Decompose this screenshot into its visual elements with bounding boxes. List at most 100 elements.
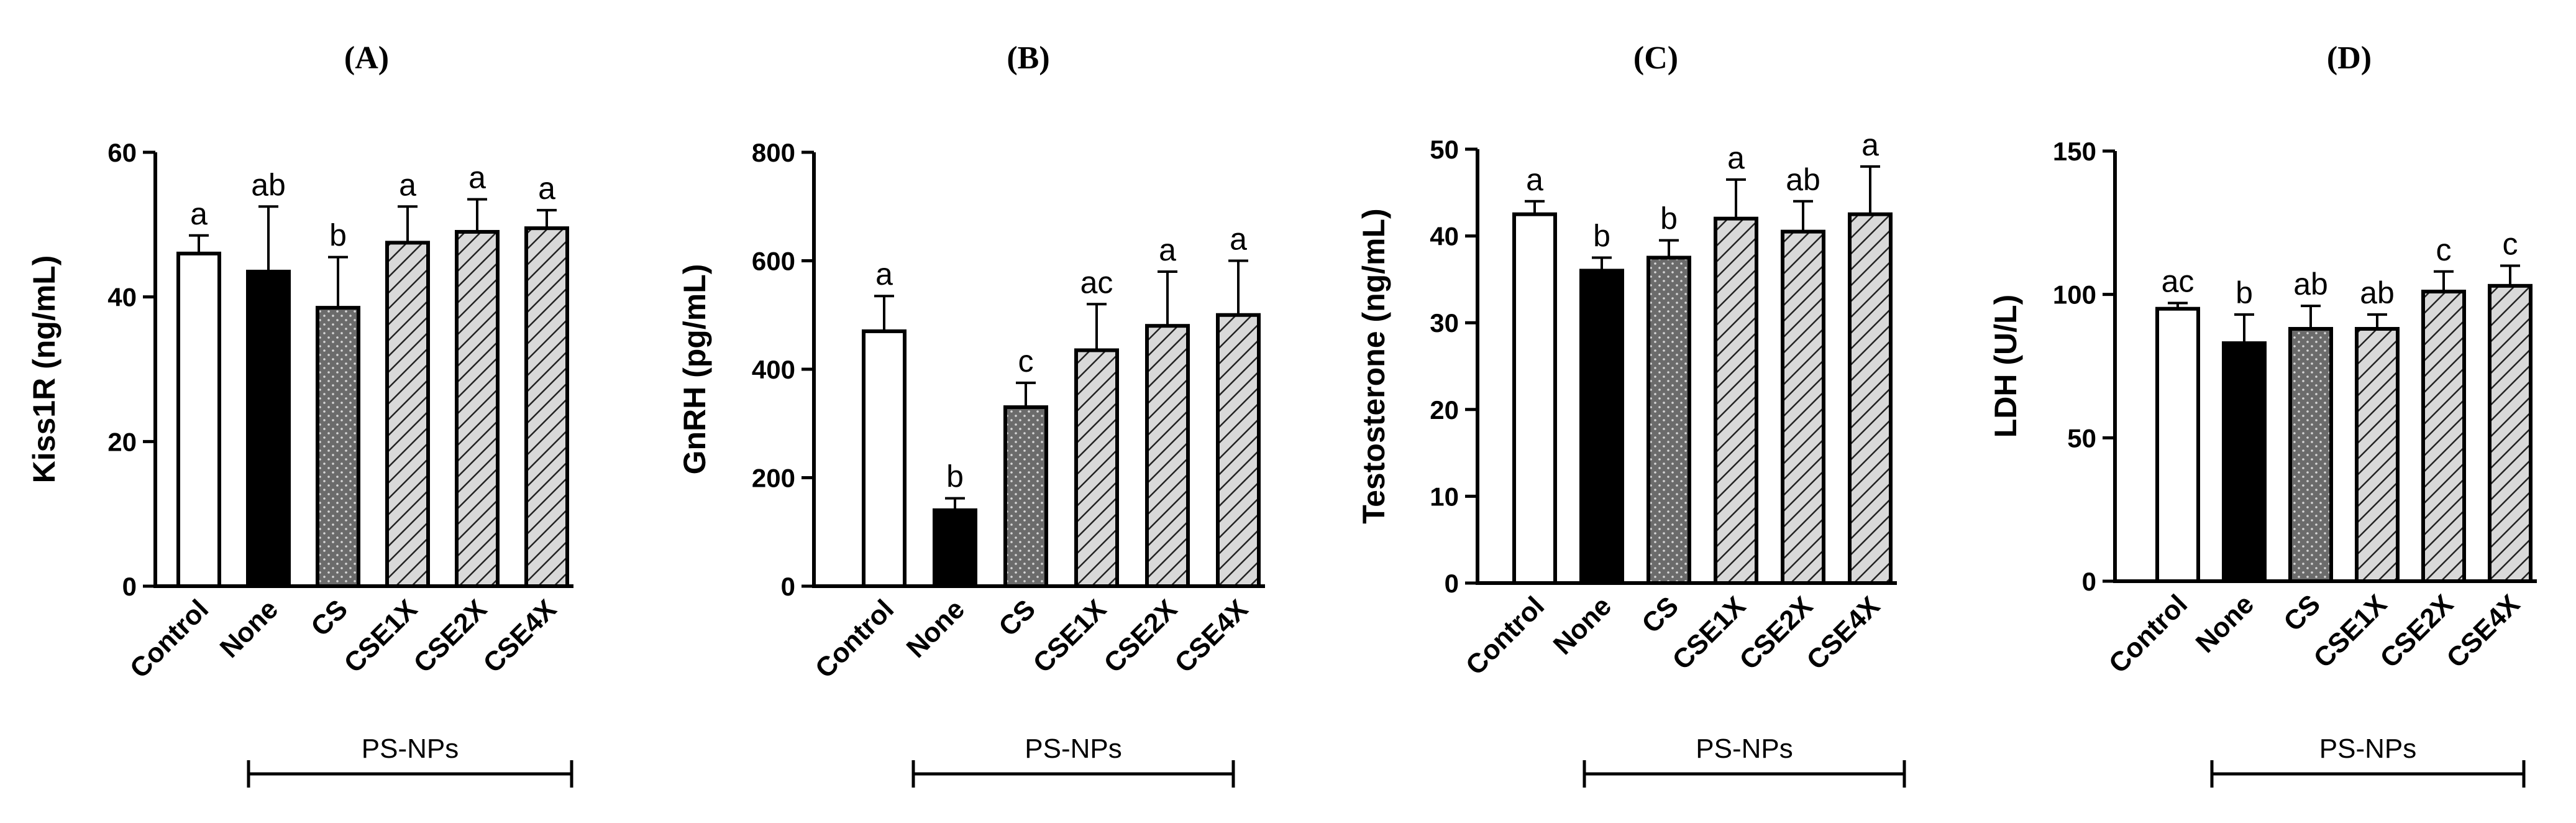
- bar-none: [933, 508, 977, 588]
- significance-label: a: [875, 257, 893, 292]
- y-axis-label: LDH (U/L): [1988, 295, 2023, 438]
- x-tick-label: CSE2X: [1733, 591, 1819, 676]
- significance-label: a: [538, 171, 555, 206]
- bar-cse2x: [1781, 229, 1825, 585]
- bar-cse2x: [1145, 324, 1190, 588]
- y-tick-label: 30: [1430, 308, 1459, 338]
- x-tick-label: CSE1X: [1027, 594, 1112, 679]
- bar-cs: [316, 306, 360, 588]
- y-tick-label: 40: [107, 283, 137, 312]
- significance-label: a: [399, 167, 416, 202]
- significance-label: ab: [1786, 162, 1820, 197]
- y-tick-label: 20: [107, 427, 137, 456]
- y-tick-label: 150: [2053, 137, 2096, 166]
- significance-label: c: [2503, 227, 2518, 262]
- significance-label: ab: [2360, 275, 2395, 310]
- y-tick-label: 0: [781, 572, 795, 601]
- significance-label: b: [329, 218, 347, 253]
- panel-letter: (C): [1633, 40, 1678, 76]
- y-tick-label: 10: [1430, 482, 1459, 511]
- x-tick-label: CSE2X: [1098, 594, 1183, 679]
- y-tick-label: 50: [2067, 423, 2096, 453]
- y-axis-label: Kiss1R (ng/mL): [27, 255, 62, 484]
- y-tick-label: 800: [752, 138, 795, 167]
- significance-label: ab: [251, 167, 286, 202]
- panel-letter: (B): [1007, 40, 1049, 76]
- significance-label: b: [1660, 201, 1678, 236]
- bar-cs: [1003, 405, 1048, 588]
- y-tick-label: 0: [122, 572, 137, 601]
- x-tick-label: Control: [810, 594, 900, 684]
- x-tick-label: CSE4X: [2441, 589, 2526, 674]
- x-tick-label: CSE2X: [2374, 589, 2459, 674]
- y-tick-label: 40: [1430, 222, 1459, 251]
- significance-label: c: [2436, 232, 2452, 267]
- group-bracket-label: PS-NPs: [362, 733, 459, 764]
- bar-none: [1579, 269, 1624, 585]
- chart-panel-3: (C) Testosterone (ng/mL) 0 10 20 30 40 50 a Contr…: [1356, 40, 1906, 788]
- significance-label: b: [1593, 219, 1610, 254]
- chart-panel-1: (A) Kiss1R (ng/mL) 0 20 40 60 a Control ab None b C…: [27, 40, 573, 788]
- x-tick-label: CSE4X: [1169, 594, 1254, 679]
- y-tick-label: 20: [1430, 395, 1459, 425]
- bar-cse1x: [1714, 216, 1758, 585]
- bar-cse2x: [455, 229, 500, 588]
- significance-label: a: [1230, 222, 1247, 257]
- bar-control: [862, 329, 907, 588]
- bar-cs: [2288, 327, 2333, 583]
- y-tick-label: 600: [752, 247, 795, 276]
- y-tick-label: 400: [752, 355, 795, 384]
- bar-cs: [1647, 255, 1691, 585]
- significance-label: ab: [2293, 267, 2328, 301]
- group-bracket-label: PS-NPs: [2319, 733, 2416, 764]
- significance-label: a: [190, 196, 208, 231]
- bar-cse4x: [1216, 313, 1261, 588]
- significance-label: a: [468, 160, 486, 195]
- x-tick-label: None: [1548, 591, 1617, 660]
- x-tick-label: CSE1X: [2308, 589, 2393, 674]
- significance-label: ac: [2162, 264, 2195, 299]
- significance-label: a: [1861, 127, 1879, 162]
- y-tick-label: 50: [1430, 135, 1459, 164]
- y-tick-label: 0: [1445, 569, 1459, 598]
- panel-letter: (A): [344, 40, 389, 76]
- bar-cse4x: [524, 226, 569, 588]
- x-tick-label: CS: [1636, 591, 1684, 639]
- bar-cse1x: [1074, 348, 1119, 589]
- x-tick-label: CSE1X: [338, 594, 423, 679]
- x-tick-label: CS: [993, 594, 1041, 642]
- significance-label: ac: [1080, 265, 1113, 300]
- y-tick-label: 200: [752, 464, 795, 493]
- bar-none: [2222, 341, 2267, 583]
- group-bracket-label: PS-NPs: [1025, 733, 1121, 764]
- x-tick-label: None: [2190, 589, 2260, 658]
- bar-cse1x: [2355, 327, 2400, 583]
- significance-label: a: [1526, 162, 1543, 197]
- x-tick-label: None: [901, 594, 971, 663]
- x-tick-label: None: [214, 594, 284, 663]
- bar-control: [2155, 306, 2200, 583]
- significance-label: b: [946, 459, 964, 494]
- chart-panel-2: (B) GnRH (pg/mL) 0 200 400 600 800 a Control b Non…: [677, 40, 1265, 788]
- x-tick-label: CS: [305, 594, 354, 642]
- bar-cse2x: [2421, 290, 2466, 583]
- bar-none: [246, 269, 291, 588]
- x-tick-label: Control: [1460, 591, 1550, 681]
- x-tick-label: CSE2X: [408, 594, 493, 679]
- significance-label: b: [2236, 275, 2253, 310]
- y-tick-label: 100: [2053, 280, 2096, 310]
- group-bracket-label: PS-NPs: [1696, 733, 1793, 764]
- significance-label: a: [1727, 140, 1745, 175]
- chart-panel-4: (D) LDH (U/L) 0 50 100 150 ac Control b None ab CS a…: [1988, 40, 2537, 788]
- x-tick-label: CS: [2278, 589, 2326, 637]
- bar-cse4x: [2488, 283, 2533, 583]
- y-tick-label: 0: [2082, 567, 2096, 596]
- x-tick-label: CSE4X: [1801, 591, 1886, 676]
- significance-label: c: [1018, 344, 1034, 379]
- bar-cse4x: [1848, 212, 1893, 585]
- x-tick-label: Control: [124, 594, 214, 684]
- bar-cse1x: [385, 241, 430, 588]
- y-axis-label: Testosterone (ng/mL): [1356, 208, 1391, 523]
- x-tick-label: Control: [2103, 589, 2193, 679]
- y-axis-label: GnRH (pg/mL): [677, 264, 712, 475]
